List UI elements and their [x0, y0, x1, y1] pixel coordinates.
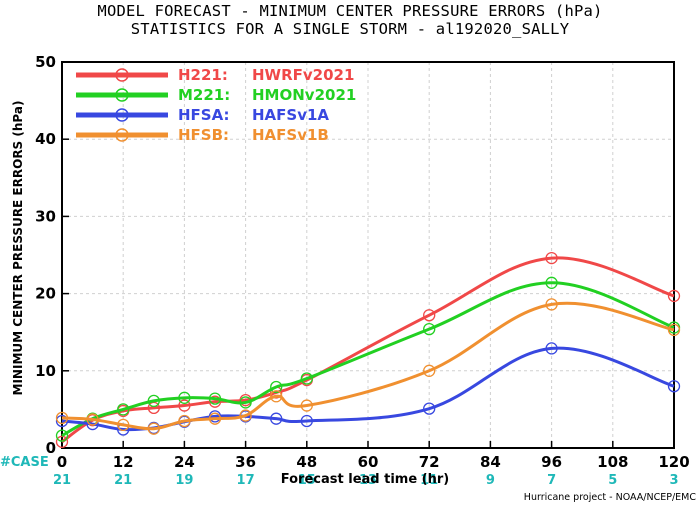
data-point: [667, 323, 681, 337]
data-point: [55, 429, 69, 442]
legend-code: HFSB:: [178, 126, 229, 144]
case-count: 3: [669, 473, 678, 488]
x-tick-label: 96: [541, 453, 562, 471]
chart-subtitle: STATISTICS FOR A SINGLE STORM - al192020…: [131, 20, 570, 38]
data-point: [300, 414, 313, 428]
chart-title: MODEL FORECAST - MINIMUM CENTER PRESSURE…: [97, 2, 602, 20]
legend-name: HMONv2021: [252, 86, 356, 104]
legend-item: HFSB: HAFSv1B: [76, 126, 329, 144]
data-point: [208, 412, 222, 425]
x-tick-label: 84: [480, 453, 501, 471]
case-count: 19: [175, 473, 193, 488]
case-count-row: #CASE 21 21 19 17 15 13 11 9 7 5 3: [0, 455, 679, 488]
data-point: [545, 342, 558, 355]
data-point: [423, 402, 436, 415]
y-axis-label: MINIMUM CENTER PRESSURE ERRORS (hPa): [11, 101, 25, 396]
data-point: [239, 396, 252, 409]
data-point: [208, 395, 222, 408]
y-tick-label: 50: [35, 53, 56, 71]
x-tick-label: 48: [296, 453, 317, 471]
data-point: [55, 414, 69, 428]
data-point: [86, 413, 99, 426]
case-count: 17: [237, 473, 255, 488]
case-label: #CASE: [0, 455, 49, 470]
legend-name: HWRFv2021: [252, 66, 354, 84]
y-tick-label: 20: [35, 285, 56, 303]
case-count: 7: [547, 473, 556, 488]
legend-marker: [115, 108, 129, 122]
series-line: [61, 346, 675, 432]
y-tick-label: 30: [35, 207, 56, 225]
data-point: [55, 435, 69, 448]
legend-name: HAFSv1B: [252, 126, 329, 144]
legend-item: M221: HMONv2021: [76, 86, 356, 104]
data-point: [545, 298, 558, 311]
data-point: [423, 309, 436, 322]
data-point: [545, 251, 558, 265]
data-point: [147, 422, 160, 435]
x-axis-ticks: 0 12 24 36 48 60 72 84 96 108 120: [57, 441, 690, 471]
data-point: [147, 394, 160, 408]
y-tick-label: 40: [35, 130, 56, 148]
x-tick-label: 24: [174, 453, 195, 471]
legend-marker: [115, 68, 129, 82]
data-point: [178, 399, 191, 412]
case-count: 21: [53, 473, 71, 488]
legend-marker: [115, 128, 129, 142]
data-point: [55, 411, 69, 425]
legend-item: H221: HWRFv2021: [76, 66, 354, 84]
series-hafsv1b: [55, 298, 681, 435]
x-tick-label: 0: [57, 453, 67, 471]
legend-marker: [115, 88, 129, 102]
data-point: [270, 390, 283, 403]
series-line: [61, 301, 675, 431]
x-tick-label: 108: [597, 453, 628, 471]
case-count: 5: [608, 473, 617, 488]
data-point: [208, 392, 222, 405]
x-tick-label: 36: [235, 453, 256, 471]
x-tick-label: 120: [658, 453, 689, 471]
legend-code: HFSA:: [178, 106, 230, 124]
data-point: [423, 364, 436, 377]
case-count: 15: [298, 473, 316, 488]
y-tick-label: 0: [46, 439, 56, 457]
case-count: 9: [486, 473, 495, 488]
data-point: [300, 372, 313, 385]
case-count: 11: [420, 473, 438, 488]
data-point: [117, 403, 130, 416]
case-count: 13: [359, 473, 377, 488]
data-point: [667, 289, 681, 303]
data-point: [667, 380, 681, 393]
x-tick-label: 60: [358, 453, 379, 471]
series-line: [61, 281, 675, 437]
data-point: [300, 399, 313, 412]
legend-code: H221:: [178, 66, 228, 84]
legend: H221: HWRFv2021 M221: HMONv2021 HFSA: HAFSv1A…: [76, 66, 356, 144]
y-axis-ticks: 0 10 20 30 40 50: [35, 53, 69, 457]
data-point: [117, 418, 130, 431]
legend-name: HAFSv1A: [252, 106, 329, 124]
data-point: [270, 412, 283, 425]
legend-item: HFSA: HAFSv1A: [76, 106, 329, 124]
x-axis-label: Forecast lead time (hr): [281, 472, 449, 487]
data-point: [270, 380, 283, 394]
case-count: 21: [114, 473, 132, 488]
legend-code: M221:: [178, 86, 230, 104]
credit-text: Hurricane project - NOAA/NCEP/EMC: [524, 492, 697, 503]
data-point: [239, 409, 252, 422]
data-point: [178, 414, 191, 428]
data-point: [178, 391, 191, 404]
x-tick-label: 12: [113, 453, 134, 471]
y-tick-label: 10: [35, 362, 56, 380]
plot-area: [61, 61, 675, 449]
x-tick-label: 72: [419, 453, 440, 471]
series-layer: [55, 251, 681, 448]
data-point: [423, 322, 436, 336]
data-point: [545, 276, 558, 289]
